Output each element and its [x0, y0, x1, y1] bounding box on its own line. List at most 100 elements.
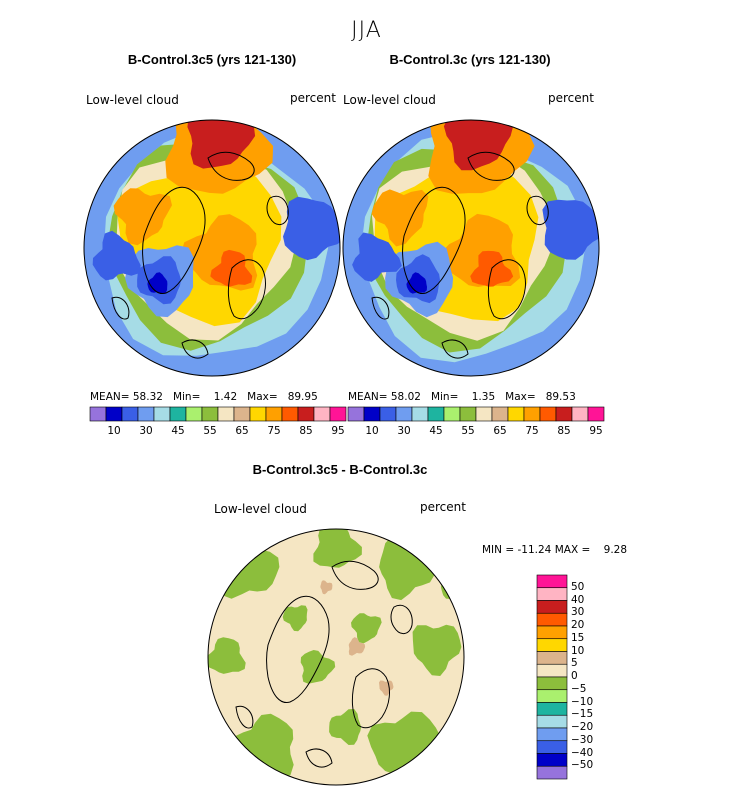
panel3-colorbar-cell-9 — [536, 689, 568, 703]
panel3-field-green-9 — [282, 605, 308, 632]
panel3-colorbar-cell-3 — [536, 612, 568, 627]
panel1-colorbar-cell-13 — [297, 406, 315, 422]
panel2-colorbar-ticks: 10 30 45 55 65 75 85 95 — [348, 425, 604, 439]
panel3-colorbar-tick-2: 30 — [571, 606, 585, 619]
panel2-coastline-3 — [526, 195, 549, 225]
panel2-colorbar-cell-7 — [459, 406, 477, 422]
panel1-field-orange-west — [113, 188, 172, 246]
panel1-colorbar-cell-10 — [249, 406, 267, 422]
panel2-coastline-2 — [467, 151, 515, 181]
panel2-colorbar-tick-3: 55 — [461, 425, 475, 437]
panel3-colorbar-ticks: 50 40 30 20 15 10 5 0 −5 −10 −15 −20 −30 −40 −50 — [571, 575, 611, 779]
panel2-units-label: percent — [548, 91, 594, 105]
panel3-colorbar-cell-0 — [536, 574, 568, 589]
panel2-colorbar-cell-11 — [523, 406, 541, 422]
panel3-colorbar-cell-2 — [536, 600, 568, 614]
panel1-max-label: Max= — [247, 391, 278, 403]
panel1-colorbar-cell-4 — [153, 406, 171, 422]
panel2-field — [343, 120, 599, 376]
panel3-coastline-2 — [331, 560, 379, 590]
panel1-colorbar-cell-14 — [313, 406, 331, 422]
panel3-colorbar-tick-11: −20 — [571, 721, 594, 733]
panel3-colorbar-cell-10 — [536, 702, 568, 716]
panel1-colorbar-tick-5: 75 — [267, 425, 281, 437]
panel1-coastline-0 — [142, 186, 206, 295]
panel2-coastline-0 — [402, 186, 466, 295]
panel1-colorbar-tick-2: 45 — [171, 425, 185, 437]
panel2-colorbar-cell-1 — [363, 406, 381, 422]
panel3-map-border — [207, 528, 465, 786]
panel3-colorbar-cell-11 — [536, 714, 568, 729]
panel1-stats: MEAN= 58.32 Min= 1.42 Max= 89.95 — [90, 391, 318, 403]
panel2-coastline-4 — [441, 339, 469, 359]
panel1-colorbar-cell-15 — [329, 406, 347, 422]
panel2-variable-label: Low-level cloud — [343, 93, 436, 107]
panel3-colorbar-tick-0: 50 — [571, 580, 585, 593]
panel1-colorbar-cell-5 — [169, 406, 187, 422]
panel3-colorbar — [536, 574, 568, 780]
panel2-min-label: Min= — [430, 391, 459, 403]
panel2-colorbar-cell-5 — [427, 406, 445, 422]
panel2-colorbar — [347, 406, 605, 422]
panel2-max-label: Max= — [505, 391, 536, 403]
panel1-field-blue-east — [283, 196, 340, 261]
panel3-coastline-3 — [390, 604, 413, 634]
panel2-colorbar-cell-14 — [571, 406, 589, 422]
panel3-variable-label: Low-level cloud — [214, 502, 307, 516]
panel1-field-blue-west — [92, 230, 141, 281]
panel3-colorbar-cell-6 — [536, 651, 568, 665]
panel2-colorbar-cell-13 — [555, 406, 573, 422]
panel3-colorbar-tick-3: 20 — [571, 619, 585, 631]
panel1-coastlines — [111, 151, 289, 359]
panel3-colorbar-cell-13 — [536, 740, 568, 754]
panel2-field-greenland-core — [406, 272, 427, 294]
panel3-field-green-8 — [351, 613, 382, 644]
panel3-max-value: 9.28 — [603, 544, 628, 556]
panel1-colorbar-cell-9 — [233, 406, 251, 422]
panel3-field-green-2 — [412, 624, 462, 676]
panel3-coastline-1 — [351, 668, 390, 729]
panel1-colorbar-tick-6: 85 — [299, 425, 313, 437]
panel1-colorbar-tick-3: 55 — [203, 425, 217, 437]
panel3-colorbar-tick-4: 15 — [571, 631, 585, 644]
panel3-colorbar-tick-6: 5 — [571, 657, 578, 670]
panel1-title: B-Control.3c5 (yrs 121-130) — [127, 52, 297, 67]
panel3-coastlines — [235, 560, 413, 768]
panel1-colorbar-tick-7: 95 — [331, 425, 345, 437]
panel2-colorbar-cell-2 — [379, 406, 397, 422]
panel2-colorbar-cell-4 — [411, 406, 429, 422]
panel3-colorbar-cell-5 — [536, 638, 568, 652]
panel2-colorbar-tick-6: 85 — [557, 425, 571, 437]
panel2-colorbar-cell-15 — [587, 406, 605, 422]
panel3-colorbar-cell-12 — [536, 727, 568, 742]
panel2-colorbar-tick-5: 75 — [525, 425, 539, 437]
panel1-colorbar-cell-7 — [201, 406, 219, 422]
panel1-units-label: percent — [290, 91, 336, 105]
panel1-field — [84, 120, 340, 376]
panel1-map — [83, 119, 341, 377]
panel1-colorbar-tick-0: 10 — [107, 425, 121, 437]
panel2-colorbar-cell-6 — [443, 406, 461, 422]
panel2-colorbar-tick-1: 30 — [397, 425, 411, 437]
panel1-mean-label: MEAN= — [90, 391, 130, 403]
panel1-colorbar-cell-11 — [265, 406, 283, 422]
panel1-coastline-4 — [181, 339, 209, 359]
panel1-colorbar-cell-0 — [89, 406, 107, 422]
panel3-coastline-5 — [235, 705, 254, 729]
panel3-title: B-Control.3c5 - B-Control.3c — [252, 462, 428, 477]
panel3-colorbar-tick-8: −5 — [571, 682, 587, 695]
panel1-colorbar-tick-1: 30 — [139, 425, 153, 437]
panel3-min-value: -11.24 — [517, 544, 552, 556]
panel3-field-tan-0 — [348, 637, 366, 656]
panel3-map — [207, 528, 465, 786]
panel3-colorbar-tick-9: −10 — [571, 695, 594, 708]
panel3-colorbar-cell-1 — [536, 587, 568, 601]
panel1-coastline-2 — [207, 151, 255, 181]
panel2-colorbar-tick-2: 45 — [429, 425, 443, 437]
panel2-map — [342, 119, 600, 377]
panel2-colorbar-cell-8 — [475, 406, 493, 422]
panel3-colorbar-cell-14 — [536, 753, 568, 767]
panel1-colorbar-cell-1 — [105, 406, 123, 422]
panel2-coastlines — [371, 151, 549, 359]
panel3-coastline-4 — [305, 748, 333, 768]
